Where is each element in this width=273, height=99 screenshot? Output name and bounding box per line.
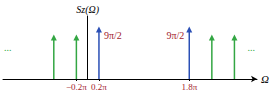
svg-text:0.2π: 0.2π — [91, 82, 107, 92]
svg-text:Sz(Ω): Sz(Ω) — [76, 4, 99, 16]
svg-text:−0.2π: −0.2π — [66, 82, 87, 92]
svg-text:...: ... — [248, 42, 256, 53]
svg-text:Ω: Ω — [261, 73, 269, 85]
svg-text:...: ... — [4, 42, 12, 53]
svg-text:9π/2: 9π/2 — [166, 30, 184, 41]
svg-text:1.8π: 1.8π — [181, 82, 197, 92]
svg-text:9π/2: 9π/2 — [104, 30, 122, 41]
